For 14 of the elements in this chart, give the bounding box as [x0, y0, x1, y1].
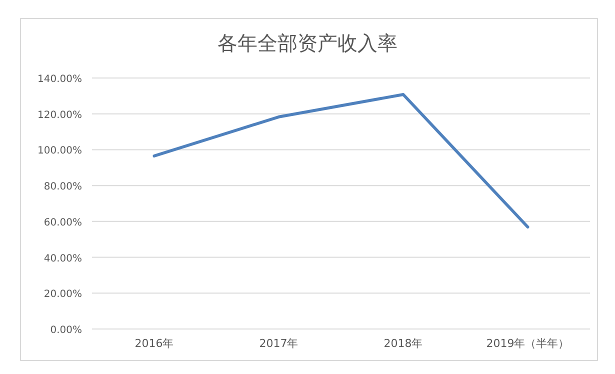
y-tick-label: 140.00%: [38, 74, 82, 85]
line-series: [152, 92, 530, 228]
x-tick-label: 2016年: [134, 337, 174, 350]
x-tick-label: 2018年: [384, 337, 423, 350]
chart-title: 各年全部资产收入率: [218, 31, 398, 55]
x-tick-label: 2019年（半年）: [486, 337, 570, 350]
y-tick-label: 20.00%: [44, 289, 82, 300]
y-tick-label: 60.00%: [44, 217, 82, 228]
y-tick-label: 40.00%: [44, 253, 82, 264]
x-tick-label: 2017年: [259, 337, 298, 350]
y-tick-label: 80.00%: [44, 182, 82, 193]
y-tick-label: 0.00%: [50, 325, 82, 336]
y-tick-label: 120.00%: [38, 110, 82, 121]
y-tick-label: 100.00%: [38, 146, 82, 157]
